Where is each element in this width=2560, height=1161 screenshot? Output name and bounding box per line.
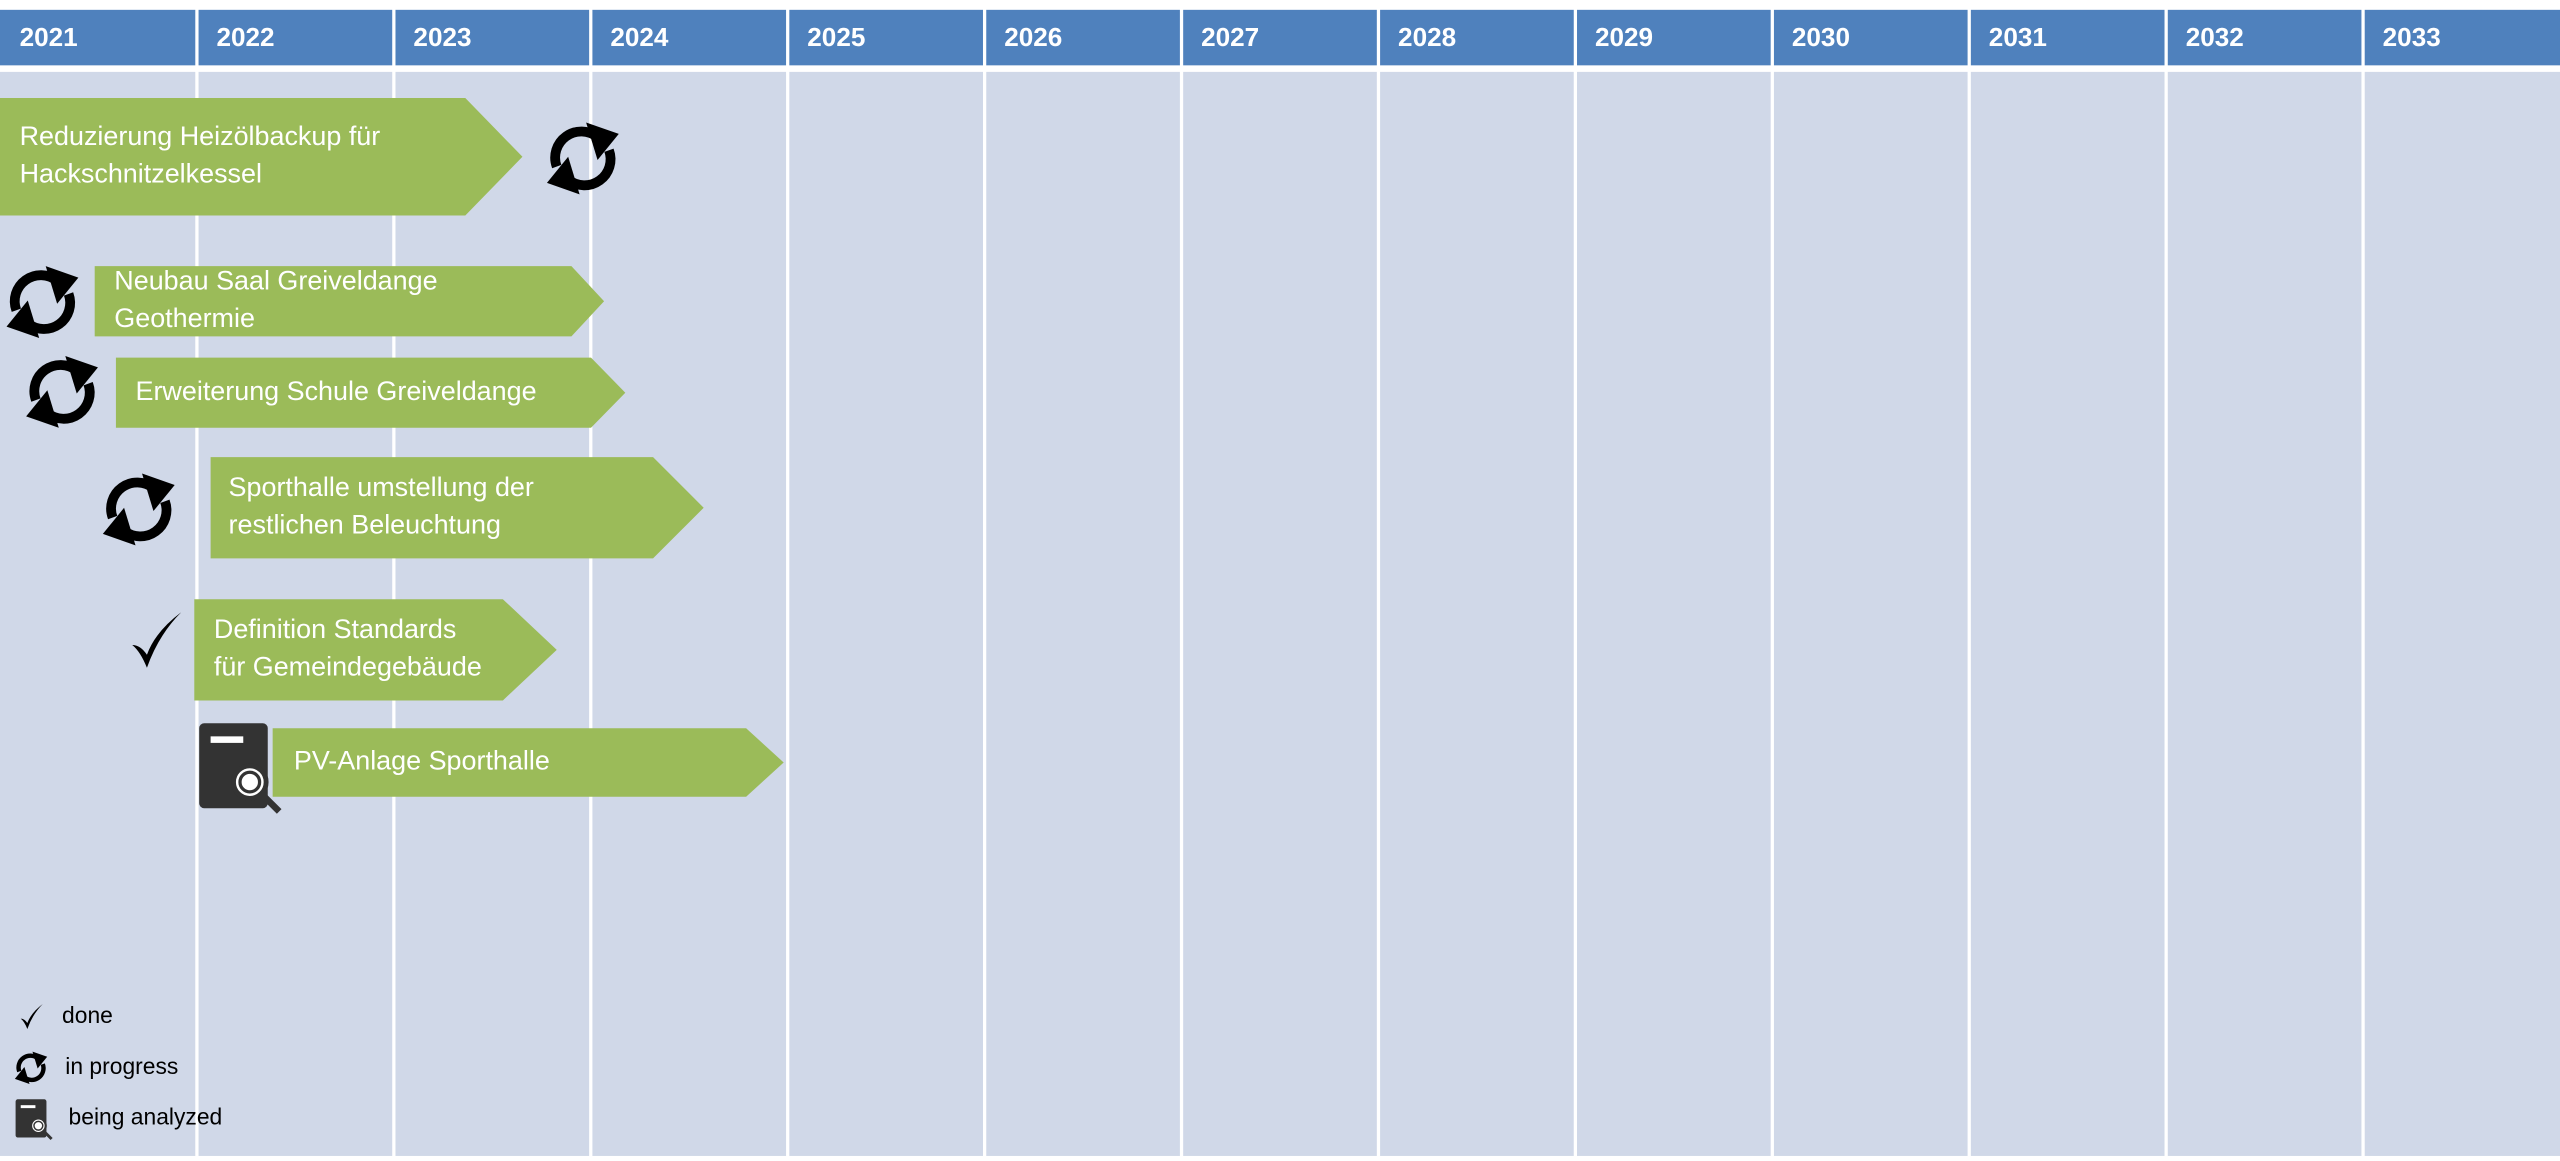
year-label: 2023	[413, 22, 471, 52]
task-label: Reduzierung Heizölbackup für	[20, 121, 381, 151]
year-label: 2027	[1201, 22, 1259, 52]
legend-icon	[14, 1097, 54, 1141]
year-label: 2030	[1792, 22, 1850, 52]
legend-label: being analyzed	[69, 1103, 223, 1129]
status-icon	[199, 723, 279, 811]
task-arrow	[115, 357, 626, 428]
legend-label: in progress	[65, 1053, 178, 1079]
task-label: für Gemeindegebäude	[214, 652, 482, 682]
year-label: 2024	[610, 22, 669, 52]
year-label: 2022	[217, 22, 275, 52]
task-label: Sporthalle umstellung der	[229, 472, 534, 502]
task-label: Hackschnitzelkessel	[20, 159, 262, 189]
legend-symbol	[14, 1097, 54, 1141]
year-label: 2025	[807, 22, 865, 52]
task-arrow	[210, 457, 704, 559]
header-band	[0, 9, 2560, 66]
task-label: PV-Anlage Sporthalle	[294, 746, 550, 776]
task-label: Geothermie	[114, 303, 255, 333]
year-label: 2029	[1595, 22, 1653, 52]
year-label: 2032	[2186, 22, 2244, 52]
year-label: 2028	[1398, 22, 1456, 52]
task-arrow	[194, 599, 557, 701]
task-label: Erweiterung Schule Greiveldange	[136, 376, 537, 406]
year-label: 2026	[1004, 22, 1062, 52]
year-label: 2031	[1989, 22, 2047, 52]
task-label: Neubau Saal Greiveldange	[114, 266, 437, 296]
task-arrow	[94, 266, 605, 337]
task-label: Definition Standards	[214, 614, 456, 644]
task-arrow	[272, 728, 784, 797]
legend-label: done	[62, 1002, 113, 1028]
year-label: 2033	[2383, 22, 2441, 52]
task-arrow	[0, 98, 523, 216]
task-label: restlichen Beleuchtung	[229, 510, 501, 540]
year-label: 2021	[20, 22, 78, 52]
